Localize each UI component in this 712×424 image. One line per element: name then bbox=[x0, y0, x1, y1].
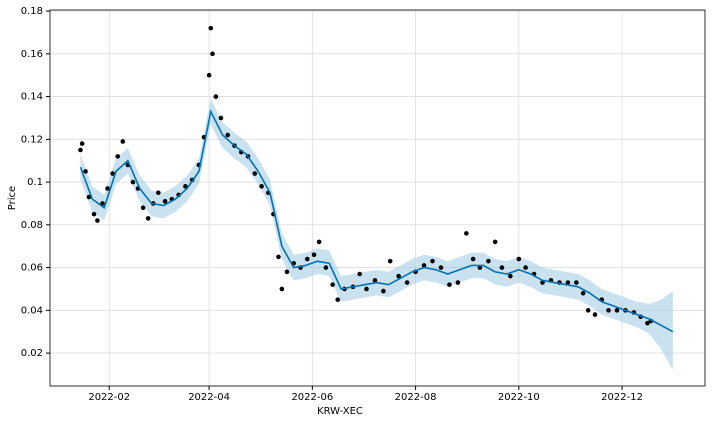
observation bbox=[162, 199, 168, 204]
observation bbox=[470, 256, 476, 262]
observation bbox=[477, 265, 483, 270]
observation bbox=[218, 115, 224, 121]
observation bbox=[105, 186, 110, 191]
forecast-line bbox=[79, 109, 674, 333]
observation bbox=[115, 154, 121, 159]
observation bbox=[357, 271, 363, 277]
x-tick-label: 2022-06 bbox=[291, 392, 333, 403]
observation bbox=[100, 201, 105, 206]
observation bbox=[381, 288, 386, 294]
y-tick-label: 0.16 bbox=[21, 49, 43, 60]
y-tick-label: 0.08 bbox=[21, 220, 43, 231]
y-tick-label: 0.06 bbox=[21, 263, 43, 274]
observation bbox=[404, 280, 410, 285]
observation bbox=[323, 265, 329, 270]
observation bbox=[430, 258, 435, 264]
observation bbox=[592, 312, 598, 317]
observation bbox=[78, 147, 83, 153]
observation bbox=[95, 218, 100, 223]
observation bbox=[91, 211, 97, 217]
observation bbox=[438, 265, 444, 270]
x-tick-label: 2022-10 bbox=[498, 392, 540, 403]
x-tick-label: 2022-02 bbox=[88, 392, 130, 403]
observation bbox=[372, 278, 378, 283]
y-tick-label: 0.12 bbox=[21, 134, 43, 145]
observation bbox=[585, 308, 591, 313]
x-tick-label: 2022-12 bbox=[601, 392, 643, 403]
observation bbox=[455, 280, 461, 285]
observation bbox=[574, 280, 579, 285]
y-tick-label: 0.02 bbox=[21, 348, 43, 359]
observation bbox=[225, 132, 231, 138]
y-tick-label: 0.1 bbox=[27, 177, 43, 188]
observation bbox=[421, 263, 427, 268]
observation bbox=[330, 282, 335, 287]
observation bbox=[364, 286, 369, 292]
observation bbox=[645, 320, 650, 326]
observation bbox=[213, 94, 219, 99]
observation bbox=[252, 171, 258, 176]
observation bbox=[284, 269, 290, 275]
observation bbox=[130, 179, 136, 185]
observation bbox=[396, 273, 401, 279]
observation bbox=[156, 190, 161, 196]
y-tick-label: 0.14 bbox=[21, 92, 43, 103]
observation bbox=[499, 265, 505, 270]
observation bbox=[140, 205, 146, 211]
observation bbox=[259, 184, 264, 189]
observation bbox=[210, 51, 215, 57]
observation bbox=[387, 258, 393, 264]
observation bbox=[580, 290, 586, 296]
observation bbox=[304, 256, 310, 262]
observation bbox=[464, 231, 469, 236]
observation bbox=[447, 282, 452, 287]
observation bbox=[110, 171, 115, 176]
observation bbox=[276, 254, 281, 260]
y-axis-label: Price bbox=[7, 186, 18, 210]
observation bbox=[565, 280, 571, 285]
observation bbox=[120, 139, 126, 144]
plot-frame bbox=[49, 9, 706, 387]
x-tick-label: 2022-04 bbox=[188, 392, 230, 403]
observation bbox=[492, 239, 498, 245]
observation bbox=[183, 184, 188, 189]
observation bbox=[208, 25, 214, 31]
observation bbox=[335, 297, 341, 302]
x-axis-label: KRW-XEC bbox=[317, 406, 363, 417]
observation bbox=[279, 286, 285, 292]
observation bbox=[606, 308, 611, 313]
y-tick-label: 0.18 bbox=[21, 6, 43, 17]
observation bbox=[516, 256, 522, 262]
observation bbox=[79, 141, 85, 146]
observation bbox=[486, 258, 491, 264]
observation bbox=[311, 252, 317, 258]
observation bbox=[145, 216, 151, 221]
x-tick-label: 2022-08 bbox=[395, 392, 437, 403]
observation bbox=[206, 72, 212, 78]
observation bbox=[614, 308, 620, 313]
y-tick-label: 0.04 bbox=[21, 305, 43, 316]
observation bbox=[508, 273, 513, 279]
observation bbox=[83, 169, 88, 174]
observation bbox=[86, 194, 92, 200]
observation bbox=[316, 239, 322, 245]
observation bbox=[523, 265, 528, 270]
